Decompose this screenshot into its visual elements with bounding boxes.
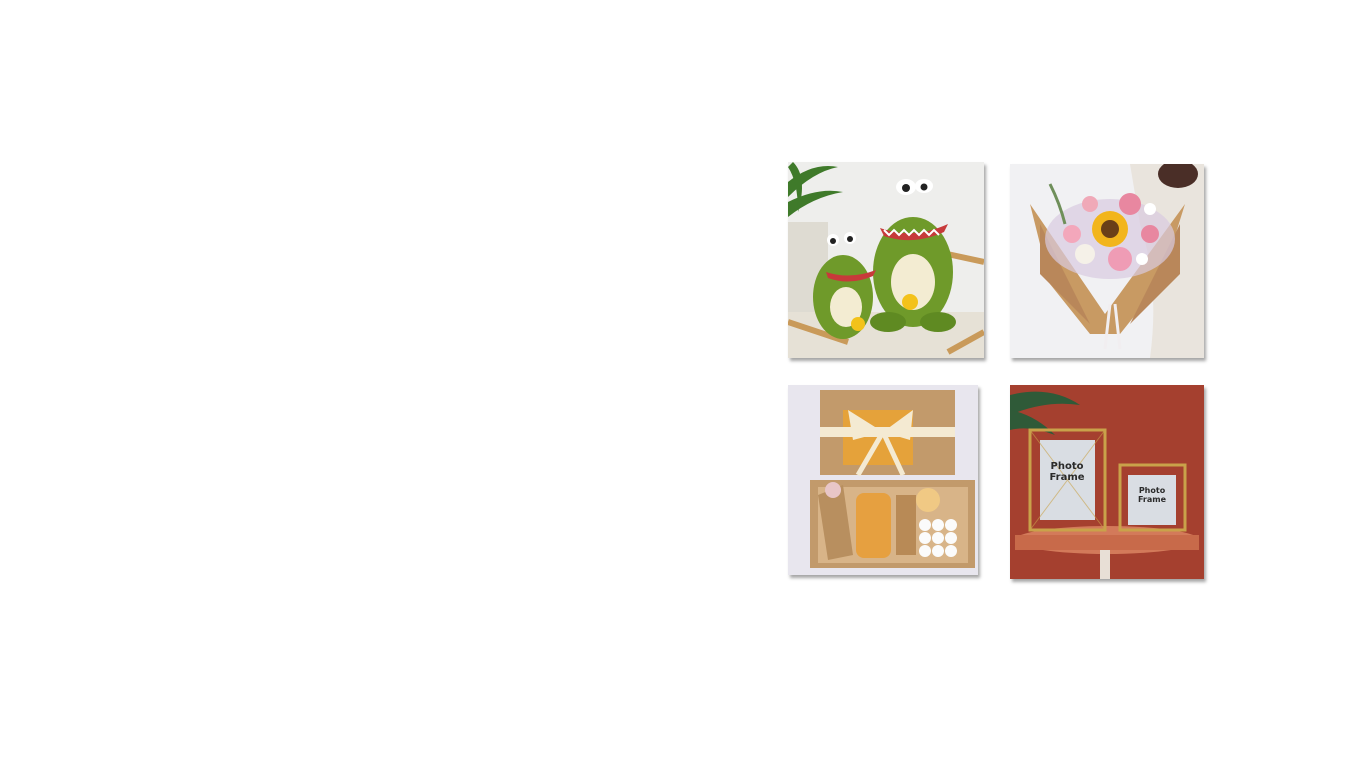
frame-small-text-line1: Photo (1139, 486, 1166, 495)
frame-large-text-line1: Photo (1051, 461, 1084, 472)
dinosaur-plush-image (788, 162, 984, 358)
product-tile-dinosaur-plush[interactable] (788, 162, 984, 358)
gift-box-image (788, 385, 978, 575)
bouquet-image (1010, 164, 1204, 358)
product-tile-photo-frames[interactable]: Photo Frame Photo Frame (1010, 385, 1204, 579)
product-tile-flower-bouquet[interactable] (1010, 164, 1204, 358)
frame-large-text-line2: Frame (1049, 472, 1084, 483)
photo-frame-image: Photo Frame Photo Frame (1010, 385, 1204, 579)
product-tile-gift-box[interactable] (788, 385, 978, 575)
frame-small-text-line2: Frame (1138, 495, 1167, 504)
